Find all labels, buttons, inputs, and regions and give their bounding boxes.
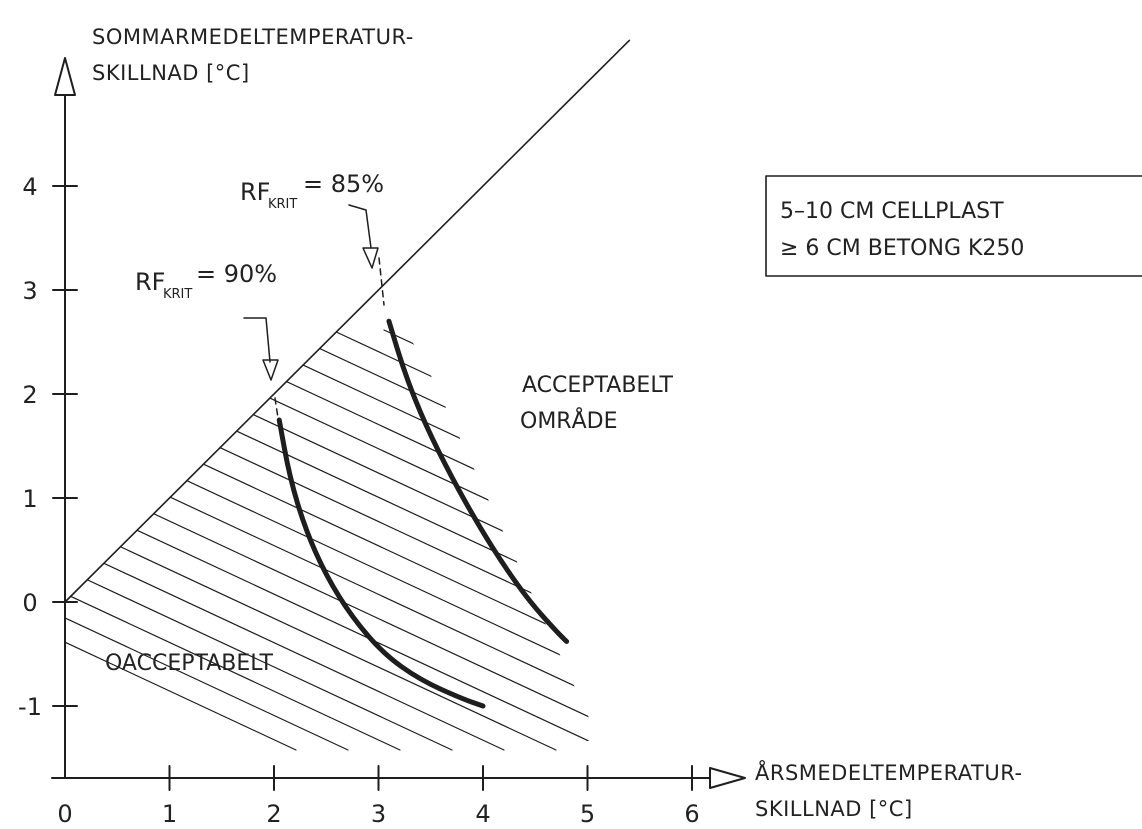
hatch-line <box>0 330 816 750</box>
note-line-1: 5–10 CM CELLPLAST <box>780 199 1004 224</box>
y-tick-label: 1 <box>22 485 37 513</box>
x-ticks: 0 1 2 3 4 5 6 <box>57 766 699 828</box>
boundary-line <box>65 40 629 602</box>
annotation-rf-85-sub: KRIT <box>268 197 297 212</box>
hatch-line <box>0 330 608 750</box>
note-line-2: ≥ 6 CM BETONG K250 <box>780 236 1024 261</box>
hatch-line <box>748 330 1142 750</box>
y-tick-label: 3 <box>22 277 37 305</box>
x-tick-label: 5 <box>580 800 595 828</box>
hatch-line <box>1112 330 1142 750</box>
annotation-rf-90-value: = 90% <box>196 260 277 288</box>
hatch-line <box>1008 330 1142 750</box>
construction-note: 5–10 CM CELLPLAST ≥ 6 CM BETONG K250 <box>766 176 1142 276</box>
annotation-rf-85-arrow-icon <box>363 248 378 268</box>
annotation-rf-90-arrow-icon <box>263 360 278 380</box>
x-tick-label: 1 <box>162 800 177 828</box>
hatch-line <box>1060 330 1142 750</box>
hatch-line <box>0 330 296 750</box>
y-axis <box>55 58 75 778</box>
y-axis-arrow-icon <box>55 58 75 95</box>
hatch-line <box>0 330 348 750</box>
x-tick-label: 6 <box>684 800 699 828</box>
x-axis <box>52 768 745 788</box>
y-tick-label: 4 <box>22 173 37 201</box>
series-rf-85-dash <box>379 258 384 305</box>
annotation-rf-85-main: RF <box>240 178 270 206</box>
region-acceptable-label-1: ACCEPTABELT <box>522 373 674 398</box>
x-tick-label: 4 <box>475 800 490 828</box>
y-ticks: -1 0 1 2 3 4 <box>18 173 77 721</box>
hatch-line <box>696 330 1142 750</box>
annotation-rf-90-main: RF <box>135 268 165 296</box>
hatch-line <box>852 330 1142 750</box>
annotation-rf-90-sub: KRIT <box>163 287 192 302</box>
y-axis-title-2: SKILLNAD [°C] <box>92 61 250 85</box>
x-axis-title-1: ÅRSMEDELTEMPERATUR- <box>755 759 1023 785</box>
hatch-line <box>956 330 1142 750</box>
hatch-line <box>384 330 1142 750</box>
region-acceptable-label-2: OMRÅDE <box>520 407 617 434</box>
x-tick-label: 0 <box>57 800 72 828</box>
hatch-line <box>280 330 1142 750</box>
annotation-rf-85: RF KRIT = 85% <box>240 170 384 268</box>
x-tick-label: 2 <box>266 800 281 828</box>
y-tick-label: -1 <box>18 693 42 721</box>
x-axis-arrow-icon <box>710 768 745 788</box>
region-unacceptable-label: OACCEPTABELT <box>105 651 273 676</box>
y-tick-label: 0 <box>22 589 37 617</box>
x-tick-label: 3 <box>371 800 386 828</box>
hatch-line <box>800 330 1142 750</box>
series-curve-rf-90 <box>279 420 483 706</box>
annotation-rf-90: RF KRIT = 90% <box>135 260 278 380</box>
annotation-rf-85-value: = 85% <box>303 170 384 198</box>
hatch-line <box>228 330 1128 750</box>
hatch-line <box>20 330 920 750</box>
x-axis-title-2: SKILLNAD [°C] <box>755 797 913 821</box>
hatch-line <box>644 330 1142 750</box>
y-axis-title-1: SOMMARMEDELTEMPERATUR- <box>92 25 414 49</box>
y-tick-label: 2 <box>22 381 37 409</box>
hatch-line <box>592 330 1142 750</box>
hatch-line <box>904 330 1142 750</box>
hatch-line <box>332 330 1142 750</box>
